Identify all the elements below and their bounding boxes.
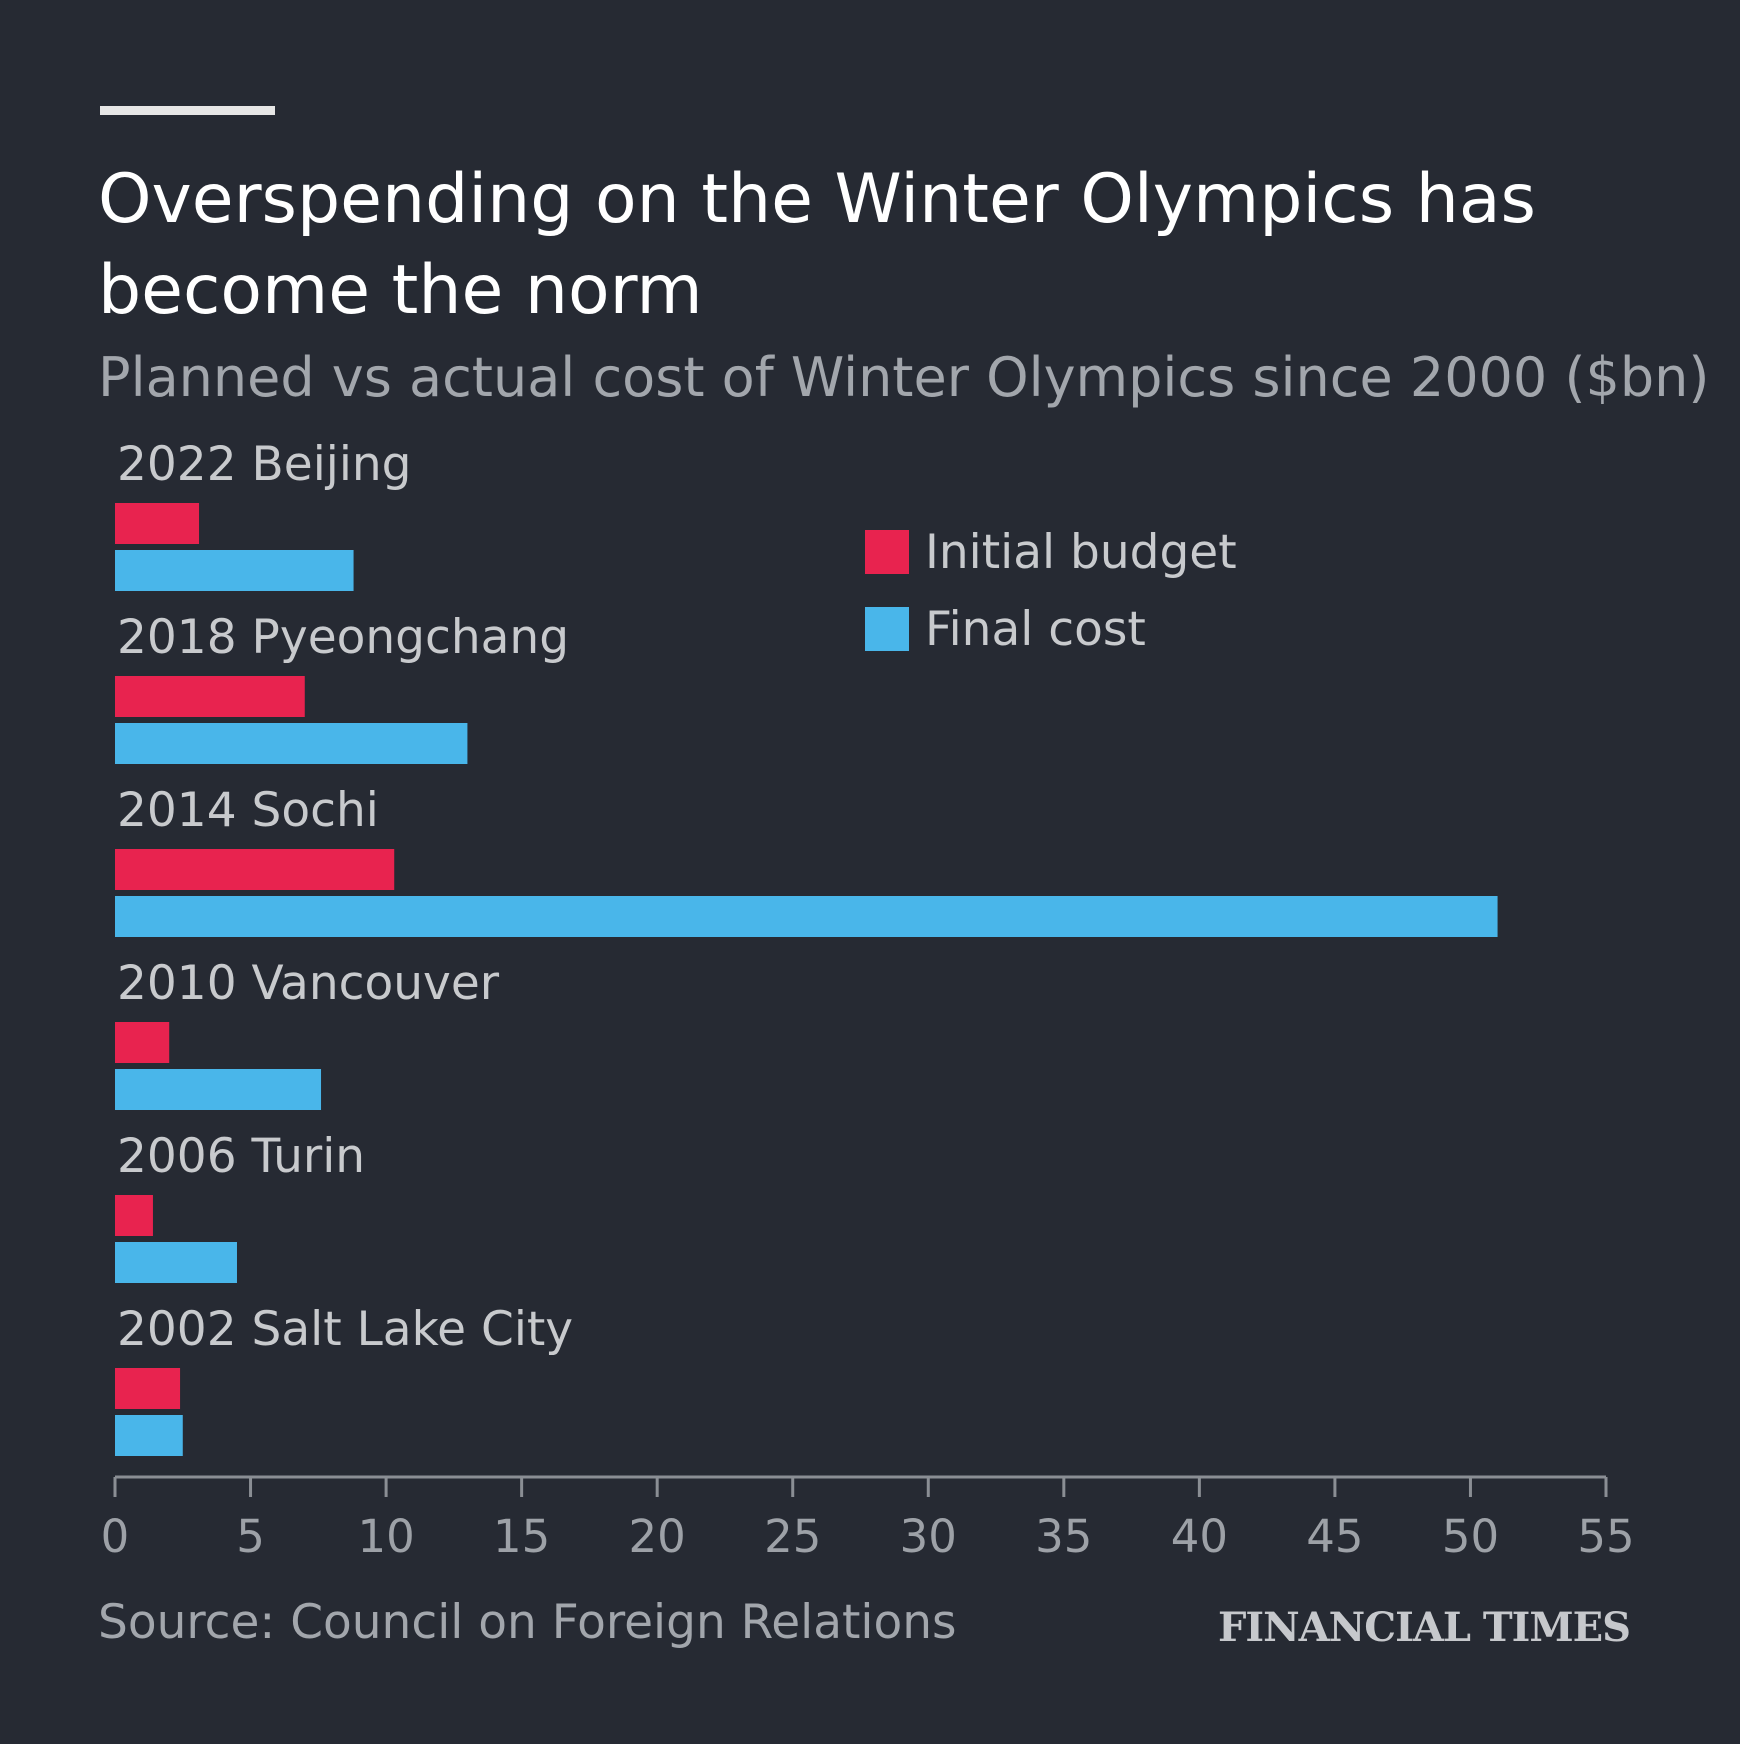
legend-label-initial-budget: Initial budget [925,525,1237,580]
bar-initial-budget-2006-turin [115,1195,153,1236]
x-tick-label-35: 35 [1035,1510,1092,1563]
bar-final-cost-2006-turin [115,1242,237,1283]
category-label-2014-sochi: 2014 Sochi [117,783,379,838]
x-tick-label-25: 25 [764,1510,821,1563]
x-tick-label-10: 10 [357,1510,414,1563]
brand-logo: FINANCIAL TIMES [1218,1604,1630,1651]
category-label-2022-beijing: 2022 Beijing [117,437,412,492]
category-label-2002-salt-lake-city: 2002 Salt Lake City [117,1302,573,1357]
x-tick-label-15: 15 [493,1510,550,1563]
title-accent-bar [100,106,275,115]
x-tick-label-5: 5 [236,1510,265,1563]
x-tick-label-20: 20 [629,1510,686,1563]
category-labels: 2022 Beijing 2018 Pyeongchang 2014 Sochi 20… [117,437,573,1357]
legend-swatch-final-cost [865,607,909,651]
x-tick-label-40: 40 [1171,1510,1228,1563]
legend: Initial budget Final cost [865,525,1237,657]
category-label-2010-vancouver: 2010 Vancouver [117,956,500,1011]
bar-initial-budget-2002-salt-lake-city [115,1368,181,1409]
bars-layer [115,503,1498,1456]
chart-title-line-2: become the norm [98,251,703,330]
bar-final-cost-2010-vancouver [115,1069,322,1110]
legend-swatch-initial-budget [865,530,909,574]
x-tick-label-45: 45 [1306,1510,1363,1563]
bar-initial-budget-2022-beijing [115,503,200,544]
category-label-2018-pyeongchang: 2018 Pyeongchang [117,610,569,665]
x-tick-label-55: 55 [1577,1510,1634,1563]
legend-label-final-cost: Final cost [925,602,1146,657]
bar-final-cost-2014-sochi [115,896,1498,937]
x-tick-label-0: 0 [101,1510,130,1563]
bar-final-cost-2018-pyeongchang [115,723,468,764]
category-label-2006-turin: 2006 Turin [117,1129,365,1184]
chart-subtitle: Planned vs actual cost of Winter Olympic… [98,346,1709,409]
x-axis: 0 5 10 15 20 25 30 35 40 45 50 55 [101,1475,1635,1563]
x-tick-label-30: 30 [900,1510,957,1563]
chart-title-line-1: Overspending on the Winter Olympics has [98,160,1536,239]
source-note: Source: Council on Foreign Relations [98,1595,957,1650]
bar-initial-budget-2018-pyeongchang [115,676,305,717]
bar-final-cost-2002-salt-lake-city [115,1415,183,1456]
bar-final-cost-2022-beijing [115,550,354,591]
bar-initial-budget-2010-vancouver [115,1022,170,1063]
bar-initial-budget-2014-sochi [115,849,395,890]
x-tick-label-50: 50 [1442,1510,1499,1563]
